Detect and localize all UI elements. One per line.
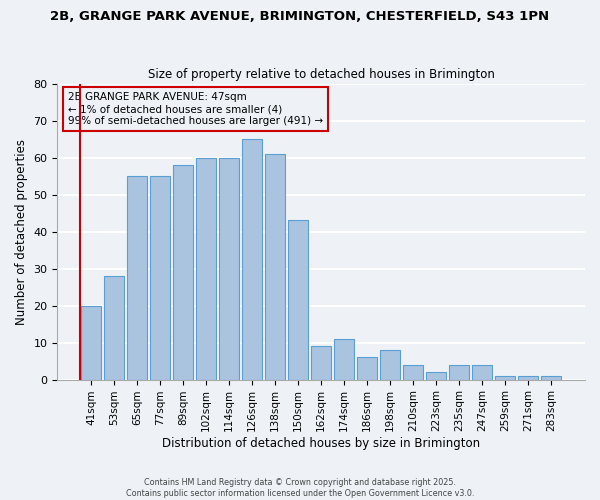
Bar	[449, 365, 469, 380]
Text: 2B, GRANGE PARK AVENUE, BRIMINGTON, CHESTERFIELD, S43 1PN: 2B, GRANGE PARK AVENUE, BRIMINGTON, CHES…	[50, 10, 550, 23]
Bar	[242, 139, 262, 380]
Bar	[358, 358, 377, 380]
Bar	[518, 376, 538, 380]
Bar	[173, 165, 193, 380]
Bar	[265, 154, 285, 380]
Text: Contains HM Land Registry data © Crown copyright and database right 2025.
Contai: Contains HM Land Registry data © Crown c…	[126, 478, 474, 498]
Bar	[403, 365, 423, 380]
Bar	[196, 158, 216, 380]
Bar	[127, 176, 147, 380]
Text: 2B GRANGE PARK AVENUE: 47sqm
← 1% of detached houses are smaller (4)
99% of semi: 2B GRANGE PARK AVENUE: 47sqm ← 1% of det…	[68, 92, 323, 126]
X-axis label: Distribution of detached houses by size in Brimington: Distribution of detached houses by size …	[162, 437, 480, 450]
Bar	[151, 176, 170, 380]
Bar	[289, 220, 308, 380]
Bar	[496, 376, 515, 380]
Bar	[104, 276, 124, 380]
Bar	[541, 376, 561, 380]
Bar	[311, 346, 331, 380]
Bar	[220, 158, 239, 380]
Y-axis label: Number of detached properties: Number of detached properties	[15, 138, 28, 324]
Title: Size of property relative to detached houses in Brimington: Size of property relative to detached ho…	[148, 68, 494, 81]
Bar	[427, 372, 446, 380]
Bar	[380, 350, 400, 380]
Bar	[82, 306, 101, 380]
Bar	[334, 339, 354, 380]
Bar	[472, 365, 492, 380]
